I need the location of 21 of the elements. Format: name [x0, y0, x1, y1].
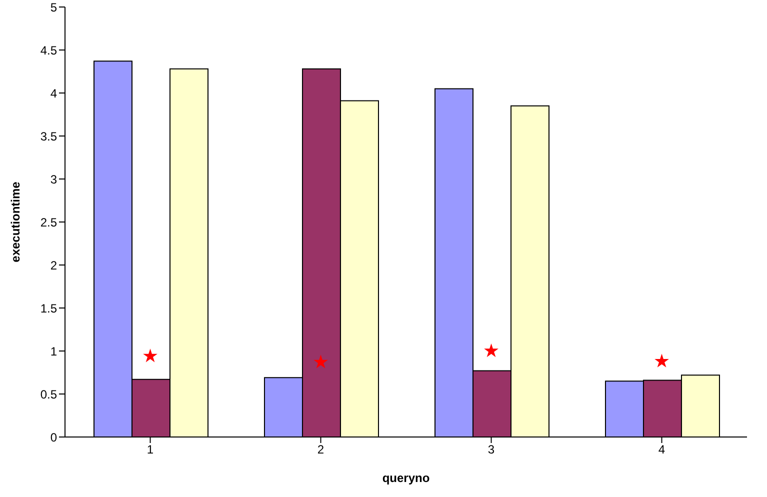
point: [143, 348, 158, 362]
y-tick-label: 3: [50, 172, 58, 186]
y-tick-label: 0.5: [40, 387, 58, 402]
y-tick-label: 3.5: [40, 129, 58, 144]
x-tick-label: 2: [317, 442, 324, 457]
y-tick-label: 4: [50, 86, 58, 100]
y-axis-title: executiontime: [8, 181, 22, 262]
y-tick-label: 5: [50, 0, 58, 14]
y-tick-label: 4.5: [40, 43, 58, 58]
point: [484, 343, 498, 358]
x-tick-label: 1: [146, 442, 154, 457]
y-tick-label: 2.5: [40, 215, 58, 230]
point: [654, 354, 669, 368]
y-tick-label: 2: [50, 258, 58, 272]
y-tick-label: 1: [50, 344, 58, 358]
x-tick-label: 4: [658, 442, 666, 457]
x-tick-label: 3: [488, 442, 495, 457]
x-axis-title: queryno: [382, 471, 430, 485]
y-tick-label: 1.5: [40, 301, 58, 316]
point: [314, 354, 328, 368]
y-tick-label: 0: [50, 430, 58, 444]
